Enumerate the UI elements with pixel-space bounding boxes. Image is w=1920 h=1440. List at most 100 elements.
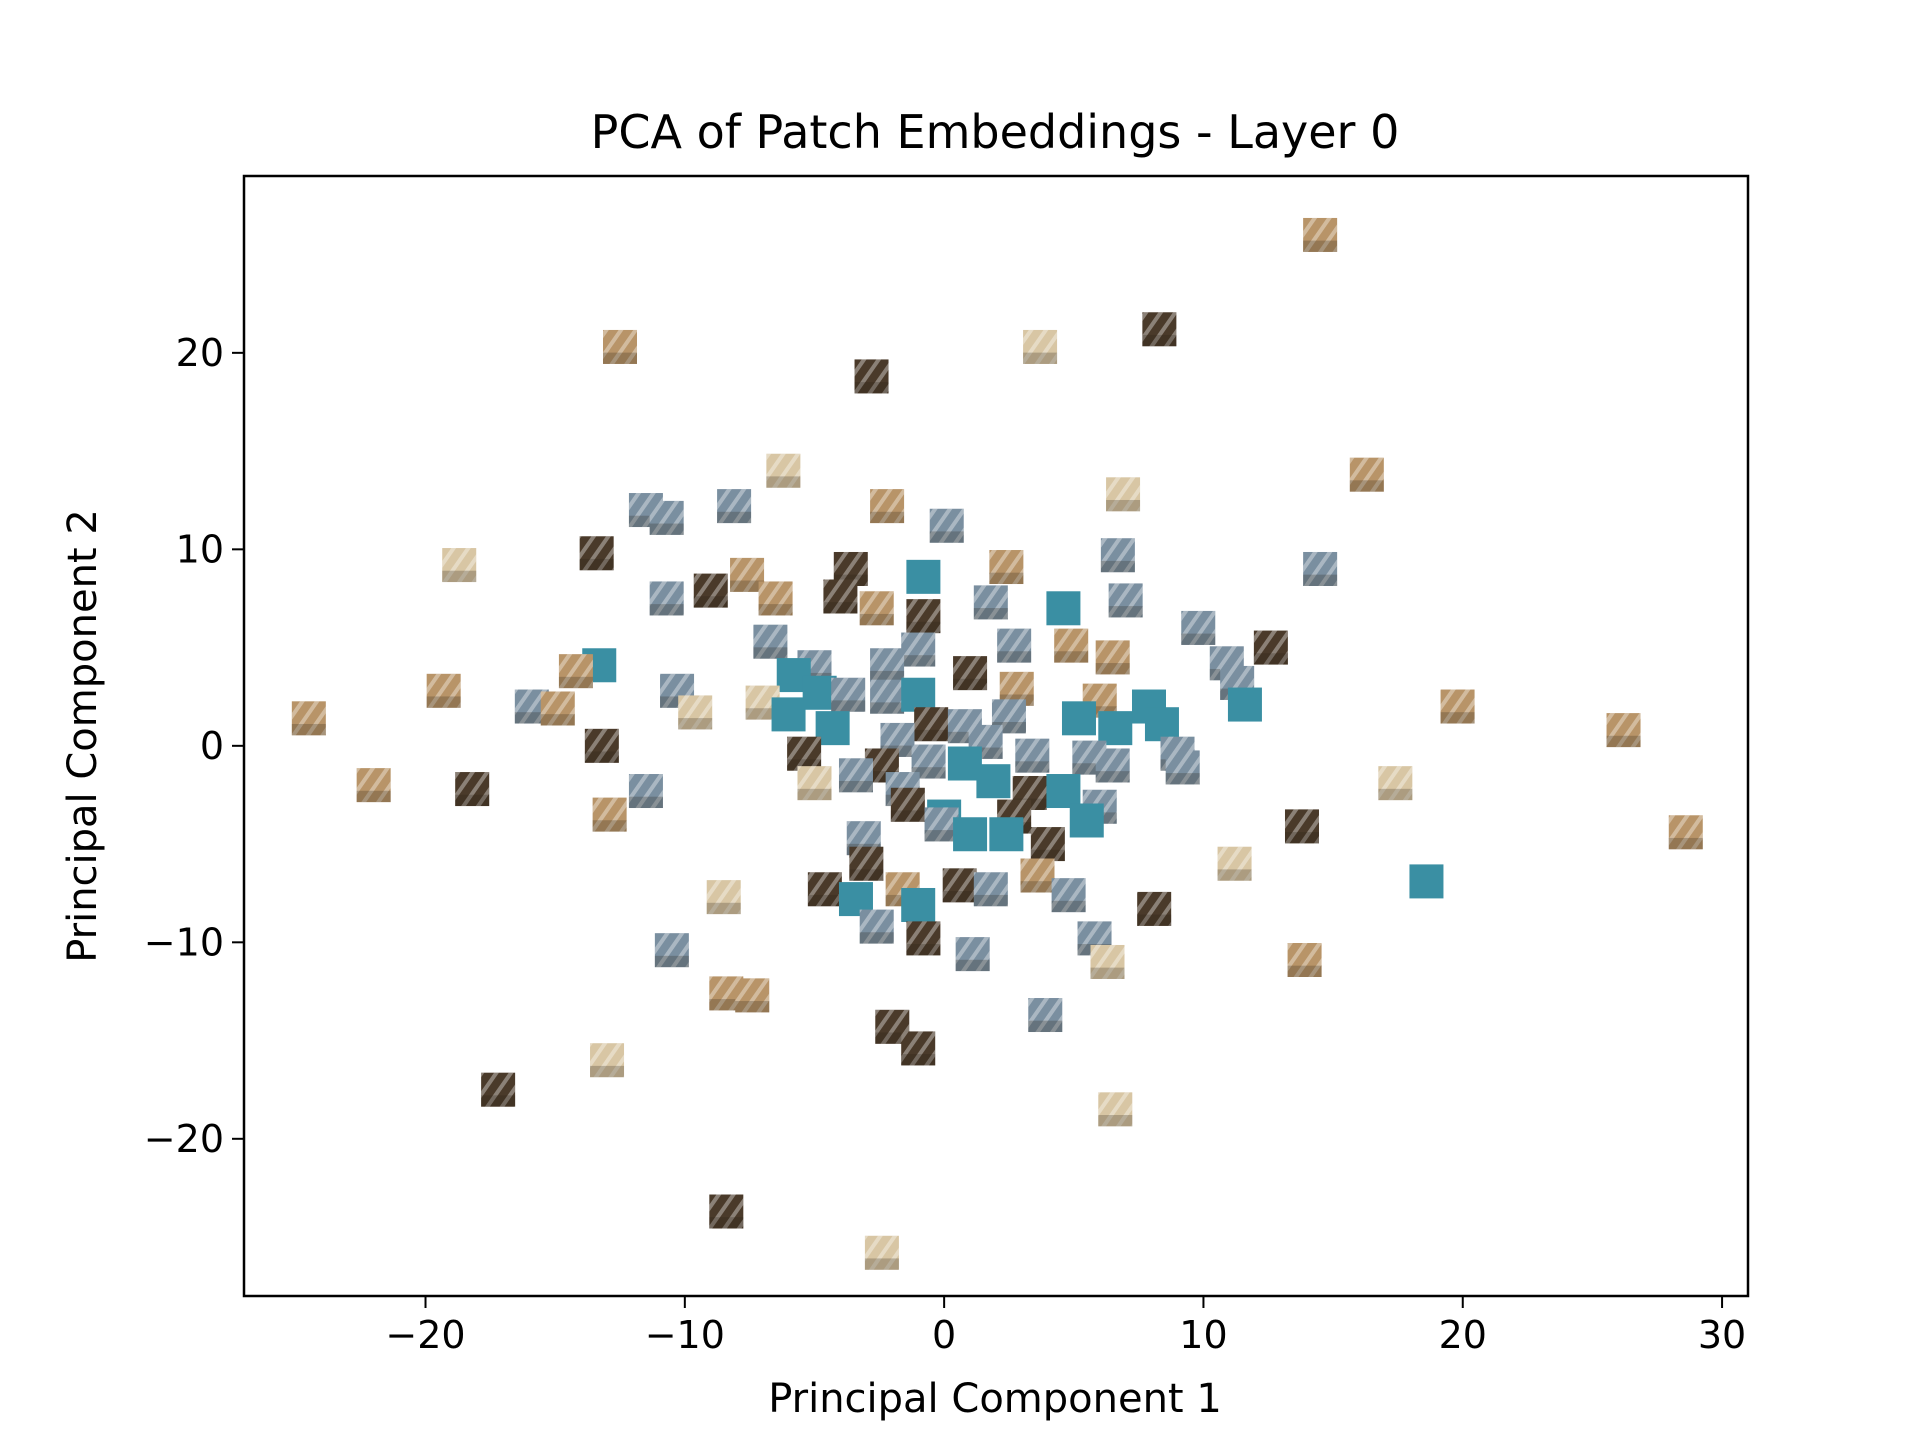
x-tick-label: −20 [385,1313,465,1357]
patch-point [864,1235,899,1270]
patch-point [1100,538,1135,573]
y-tick-label: −20 [144,1117,224,1161]
patch-point [1020,858,1055,893]
y-axis-label: Principal Component 2 [60,509,106,963]
patch-point [901,632,936,667]
x-tick-label: 30 [1698,1313,1746,1357]
patch-point [890,787,925,822]
patch-point [1098,1092,1133,1127]
patch-point [831,677,866,712]
patch-point [1303,551,1338,586]
patch-point [481,1072,516,1107]
patch-point [678,695,713,730]
patch-point [953,656,988,691]
patch-point [901,1031,936,1066]
patch-point [1227,687,1262,722]
patch-point [442,548,477,583]
patch-point [802,675,837,710]
plot-frame [242,174,1750,1298]
patch-point [1137,891,1172,926]
y-tick-label: 10 [176,527,224,571]
patch-point [870,679,905,714]
patch-point [1106,477,1141,512]
patch-point [1069,803,1104,838]
patch-point [854,359,889,394]
patch-point [753,624,788,659]
patch-point [955,937,990,972]
x-tick-label: 0 [932,1313,956,1357]
patch-point [654,933,689,968]
patch-point [628,774,663,809]
patch-point [807,872,842,907]
patch-point [1440,689,1475,724]
patch-point [1284,809,1319,844]
patch-point [649,500,684,535]
patch-point [584,728,619,763]
patch-point [1108,583,1143,618]
patch-point [929,508,964,543]
patch-point [1023,329,1058,364]
patch-point [976,764,1011,799]
patch-point [906,599,941,634]
patch-point [758,581,793,616]
patch-point [1303,217,1338,252]
chart-title: PCA of Patch Embeddings - Layer 0 [591,105,1400,159]
patch-point [540,691,575,726]
patch-point [797,766,832,801]
patch-point [1051,878,1086,913]
patch-point [455,772,490,807]
patch-point [1095,640,1130,675]
patch-point [973,872,1008,907]
x-tick-label: 10 [1179,1313,1227,1357]
patch-point [1409,864,1444,899]
patch-point [660,673,695,708]
y-tick-label: −10 [144,920,224,964]
patch-point [592,797,627,832]
patch-point [291,701,326,736]
patch-point [1668,815,1703,850]
patch-point [997,628,1032,663]
patch-point [603,329,637,364]
patch-point [1181,610,1216,645]
patch-point [1165,750,1200,785]
points-layer [291,217,1703,1270]
patch-point [579,536,614,571]
patch-point [558,654,593,689]
patch-point [849,846,884,881]
patch-point [1098,711,1133,746]
patch-point [693,573,728,608]
patch-point [924,807,959,842]
patch-point [426,673,461,708]
patch-point [1061,701,1096,736]
patch-point [1028,998,1063,1033]
patch-point [1054,628,1089,663]
patch-point [1253,630,1288,665]
patch-point [1606,713,1641,748]
patch-point [870,648,905,683]
x-tick-label: 20 [1439,1313,1487,1357]
patch-point [914,707,949,742]
x-tick-label: −10 [645,1313,725,1357]
patch-point [870,489,905,524]
patch-point [989,817,1024,852]
x-axis-label: Principal Component 1 [768,1376,1222,1422]
patch-point [1046,591,1081,626]
patch-point [906,921,941,956]
patch-point [1095,748,1130,783]
patch-point [906,559,941,594]
y-tick-label: 0 [200,724,224,768]
patch-point [953,817,988,852]
patch-point [1287,943,1322,977]
patch-point [901,677,936,712]
patch-point [989,550,1024,585]
patch-point [1046,774,1081,809]
patch-point [823,579,858,614]
patch-point [1217,846,1252,881]
y-axis-ticks: −20 −10 0 10 20 [144,331,244,1161]
patch-point [901,887,936,922]
patch-point [815,711,850,746]
patch-point [1015,738,1050,773]
patch-point [1142,312,1177,347]
patch-point [709,1194,744,1229]
